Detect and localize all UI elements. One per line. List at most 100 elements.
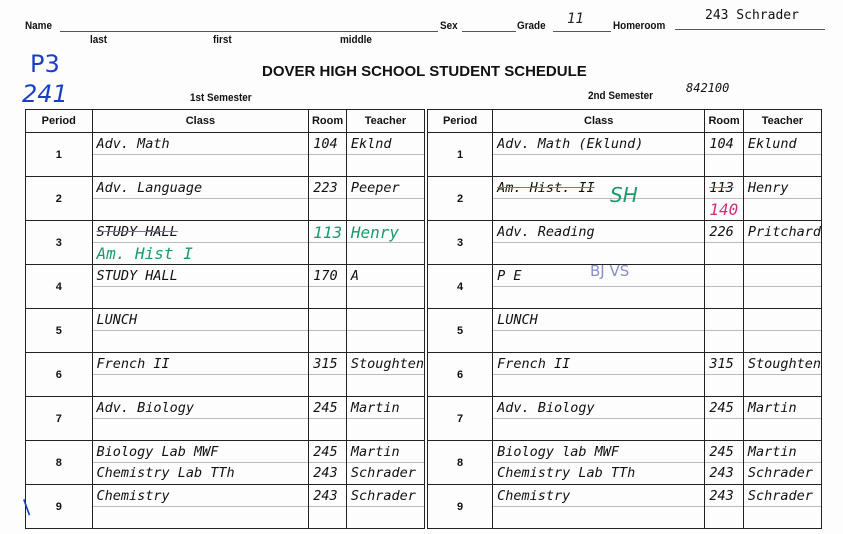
class-entry [493, 287, 704, 308]
table-row: 6 French II 315 Stoughten 6 French II 315 Stoug… [25, 352, 823, 397]
table-row: 4 STUDY HALL 170 A 4 P E [25, 264, 823, 309]
teacher-entry [743, 266, 821, 287]
teacher-cell: Eklund [742, 132, 823, 177]
room-entry: 104 [705, 134, 743, 155]
teacher-cell [742, 308, 823, 353]
class-entry: Adv. Math [92, 134, 309, 155]
teacher-entry: Schrader [743, 486, 821, 507]
class-entry [493, 199, 704, 220]
class-cell: Chemistry [91, 484, 310, 529]
room-cell: 170 [308, 264, 347, 309]
class-entry: Am. Hist. II [493, 178, 705, 199]
room-entry [309, 310, 346, 331]
room-entry [705, 243, 742, 264]
class-entry: Adv. Reading [493, 222, 705, 243]
note-241: 241 [22, 80, 68, 108]
teacher-cell: Henry [345, 220, 428, 265]
first-label: first [213, 34, 232, 46]
teacher-entry: Schrader [346, 486, 424, 507]
col-period-1: Period [25, 109, 93, 133]
period-number: 1 [25, 132, 93, 177]
period-number: 8 [25, 440, 93, 485]
class-entry [93, 375, 309, 396]
class-entry: P E [493, 266, 705, 287]
teacher-cell: Martin [742, 396, 823, 441]
room-cell: 245 243 [704, 440, 744, 485]
teacher-entry [346, 310, 424, 331]
room-entry: 170 [309, 266, 346, 287]
room-entry: 245 [309, 442, 346, 463]
pe-annotation: BJ VS [590, 262, 630, 280]
room-cell: 245 [704, 396, 744, 441]
class-entry: French II [493, 354, 705, 375]
teacher-entry [347, 199, 424, 220]
last-label: last [90, 34, 108, 46]
room-cell: 223 [308, 176, 347, 221]
sh-annotation: SH [610, 183, 638, 207]
room-cell: 315 [308, 352, 347, 397]
room-entry [309, 375, 346, 396]
period-number: 5 [425, 308, 494, 353]
teacher-entry [744, 199, 821, 220]
room-entry [309, 243, 346, 264]
class-cell: Adv. Math (Eklund) [492, 132, 706, 177]
room-cell: 226 [704, 220, 744, 265]
class-cell: STUDY HALL [91, 264, 310, 309]
table-row: 9 Chemistry 243 Schrader 9 Chemistry 243 Schrad… [25, 484, 823, 529]
teacher-entry [347, 331, 424, 352]
teacher-cell [742, 264, 823, 309]
room-entry [309, 155, 346, 176]
class-cell: P E [492, 264, 706, 309]
class-cell: Adv. Language [91, 176, 310, 221]
room-entry [309, 419, 346, 440]
class-entry: STUDY HALL [92, 222, 309, 243]
teacher-entry [347, 375, 424, 396]
teacher-entry: Peeper [346, 178, 424, 199]
period-number: 8 [425, 440, 494, 485]
room-cell: 315 [704, 352, 744, 397]
room-entry: 223 [309, 178, 346, 199]
schedule-table: Period Class Room Teacher Period Class R… [25, 109, 823, 529]
teacher-entry: A [346, 266, 424, 287]
class-entry [493, 243, 704, 264]
sem1-label: 1st Semester [190, 92, 252, 104]
class-entry [93, 331, 309, 352]
table-row: 8 Biology Lab MWF Chemistry Lab TTh 245 243 M… [25, 440, 823, 485]
room-entry: 113 [309, 222, 346, 243]
class-entry [93, 507, 309, 528]
class-cell: Adv. Biology [492, 396, 706, 441]
room-entry: 140 [709, 199, 739, 219]
table-row: 1 Adv. Math 104 Eklnd 1 Adv. Math (Eklund) 104… [25, 132, 823, 177]
class-cell: Adv. Biology [91, 396, 310, 441]
class-cell: Adv. Reading [492, 220, 706, 265]
room-cell [704, 308, 744, 353]
room-cell: 243 [704, 484, 744, 529]
col-class-2: Class [492, 109, 706, 133]
period-number: 3 [25, 220, 93, 265]
teacher-entry [347, 155, 424, 176]
class-entry: Biology lab MWF [493, 442, 705, 463]
room-entry [705, 419, 742, 440]
page-title: DOVER HIGH SCHOOL STUDENT SCHEDULE [262, 63, 587, 80]
teacher-entry [744, 507, 821, 528]
teacher-entry [347, 507, 424, 528]
teacher-entry [744, 419, 821, 440]
room-entry [309, 287, 346, 308]
period-number: 3 [425, 220, 494, 265]
col-teacher-2: Teacher [742, 109, 823, 133]
class-entry [93, 199, 309, 220]
period-number: 7 [25, 396, 93, 441]
table-row: 5 LUNCH 5 LUNCH [25, 308, 823, 353]
room-entry: 226 [705, 222, 743, 243]
homeroom-label: Homeroom [613, 20, 666, 32]
room-entry [705, 507, 742, 528]
col-room-2: Room [704, 109, 744, 133]
name-label: Name [25, 20, 52, 32]
col-teacher-1: Teacher [345, 109, 428, 133]
homeroom-value: 243 Schrader [705, 8, 799, 23]
teacher-entry: Stoughten [743, 354, 821, 375]
class-entry: Chemistry [493, 486, 705, 507]
class-cell: Biology Lab MWF Chemistry Lab TTh [91, 440, 310, 485]
class-entry: Adv. Biology [493, 398, 705, 419]
teacher-entry: Eklnd [346, 134, 424, 155]
